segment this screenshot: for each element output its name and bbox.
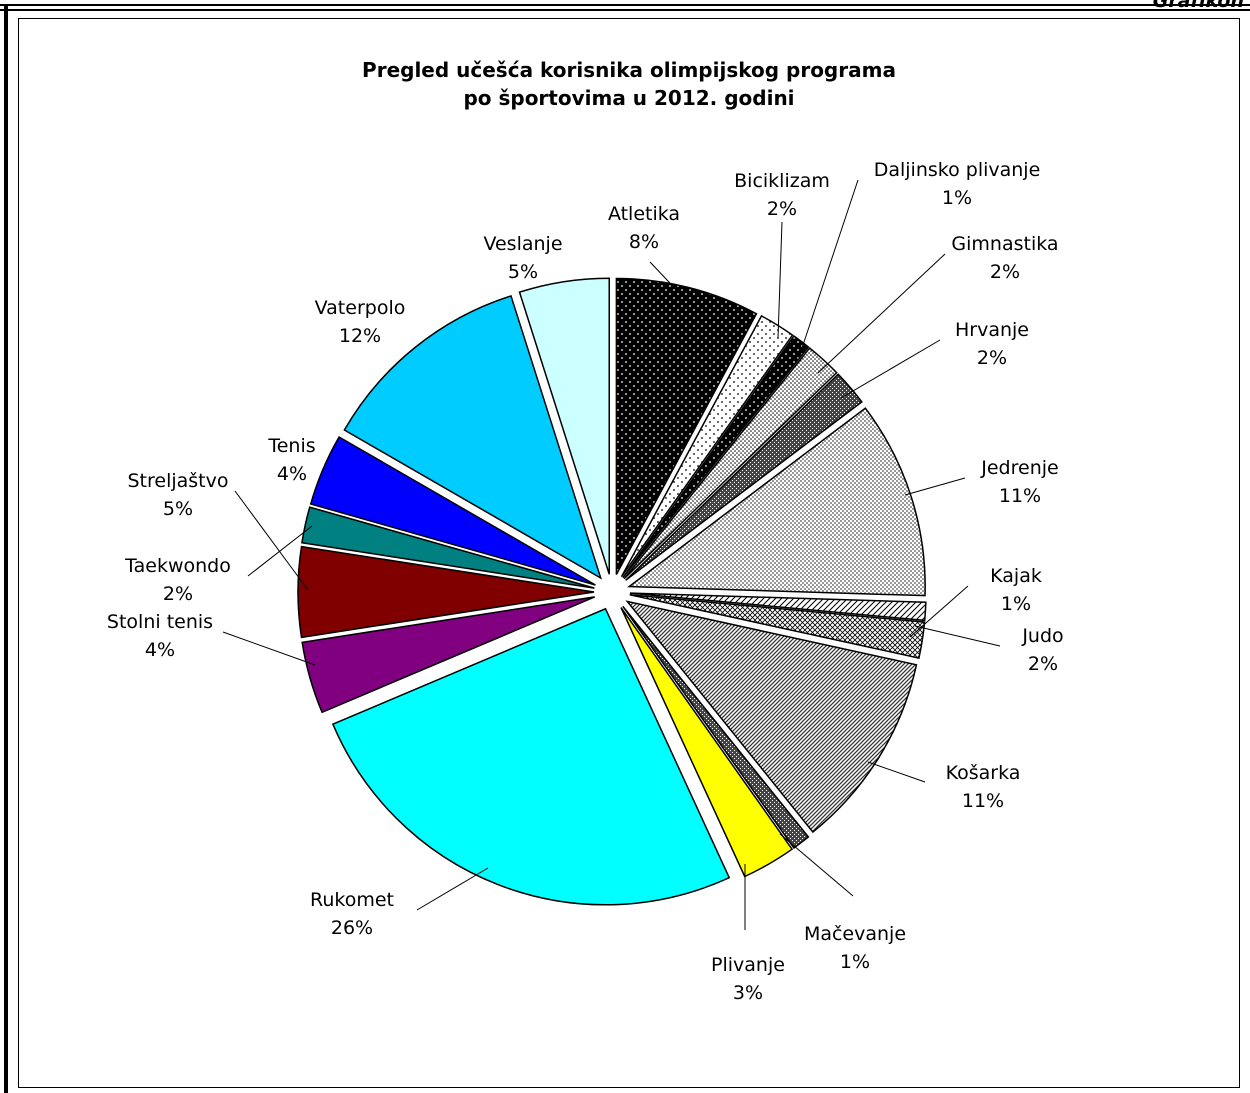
pie-slices xyxy=(297,277,927,906)
slice-label-value: 1% xyxy=(840,951,870,973)
pie-slice-taekwondo xyxy=(301,506,595,589)
slice-label-value: 2% xyxy=(163,583,193,605)
top-border-rule xyxy=(0,4,1250,6)
pie-slice-judo xyxy=(629,594,926,659)
slice-label-value: 4% xyxy=(277,463,307,485)
slice-label-name: Gimnastika xyxy=(951,233,1058,255)
leader-line xyxy=(840,339,941,399)
pie-slice-kajak xyxy=(629,592,927,622)
leader-line xyxy=(247,525,313,577)
pie-slice-atletika xyxy=(615,277,758,575)
slice-label-value: 11% xyxy=(999,485,1041,507)
leader-line xyxy=(914,625,1001,647)
leader-line xyxy=(904,477,966,496)
slice-label-name: Judo xyxy=(1021,625,1063,647)
slice-label-name: Tenis xyxy=(267,435,315,457)
chart-title-line-2: po športovima u 2012. godini xyxy=(463,86,795,110)
slice-label-name: Vaterpolo xyxy=(315,297,406,319)
slice-label-name: Taekwondo xyxy=(124,555,231,577)
pie-labels: Atletika 8% Biciklizam 2% Daljinsko plivanje… xyxy=(107,159,1064,1004)
slice-label-value: 8% xyxy=(629,231,659,253)
pie-slice-tenis xyxy=(309,435,596,586)
pie-slice-gimnastika xyxy=(623,347,838,580)
slice-label-name: Košarka xyxy=(946,762,1021,784)
slice-label-name: Hrvanje xyxy=(955,319,1029,341)
slice-label-value: 5% xyxy=(163,498,193,520)
leader-line xyxy=(777,221,783,339)
slice-label-name: Veslanje xyxy=(483,233,562,255)
leader-line xyxy=(867,761,926,783)
slice-label-value: 4% xyxy=(145,639,175,661)
slice-label-name: Atletika xyxy=(608,203,680,225)
slice-label-name: Rukomet xyxy=(310,889,394,911)
slice-label-name: Biciklizam xyxy=(734,170,830,192)
pie-slice-vaterpolo xyxy=(343,294,603,580)
pie-slice-hrvanje xyxy=(625,373,863,581)
pie-slice-veslanje xyxy=(518,277,610,575)
slice-label-name: Streljaštvo xyxy=(127,470,228,492)
slice-label-value: 1% xyxy=(1001,593,1031,615)
leader-line xyxy=(222,631,316,666)
slice-label-value: 1% xyxy=(942,187,972,209)
slice-label-value: 5% xyxy=(508,261,538,283)
leader-line xyxy=(779,833,854,897)
leader-line xyxy=(234,490,309,591)
slice-label-value: 26% xyxy=(331,917,373,939)
chart-title-line-1: Pregled učešća korisnika olimpijskog pro… xyxy=(362,58,896,82)
leader-line xyxy=(817,253,946,374)
chart-frame xyxy=(18,18,1240,1088)
slice-label-value: 2% xyxy=(977,347,1007,369)
top-border-rule-inner xyxy=(0,9,1250,11)
pie-leader-lines xyxy=(222,179,1001,930)
slice-label-name: Mačevanje xyxy=(804,923,906,945)
slice-label-name: Plivanje xyxy=(711,954,785,976)
slice-label-value: 3% xyxy=(733,982,763,1004)
slice-label-name: Jedrenje xyxy=(980,457,1058,479)
leader-line xyxy=(649,261,687,301)
pie-slice-jedrenje xyxy=(627,407,926,597)
pie-slice-rukomet xyxy=(331,607,731,906)
pie-slice-biciklizam xyxy=(620,314,794,578)
chart-title: Pregled učešća korisnika olimpijskog pro… xyxy=(18,56,1240,112)
pie-slice-košarka xyxy=(625,600,918,834)
slice-label-name: Stolni tenis xyxy=(107,611,213,633)
slice-label-name: Daljinsko plivanje xyxy=(874,159,1041,181)
pie-slice-daljinsko-plivanje xyxy=(622,334,810,579)
slice-label-value: 2% xyxy=(1028,653,1058,675)
left-border-rule xyxy=(4,4,8,1093)
slice-label-value: 2% xyxy=(990,261,1020,283)
pie-slice-stolni-tenis xyxy=(301,596,595,714)
pie-slice-streljaštvo xyxy=(297,545,595,639)
leader-line xyxy=(799,179,859,355)
slice-label-value: 2% xyxy=(767,198,797,220)
slice-label-value: 12% xyxy=(339,325,381,347)
leader-line xyxy=(909,585,969,638)
leader-line xyxy=(416,867,489,911)
pie-slice-mačevanje xyxy=(622,605,810,850)
slice-label-value: 11% xyxy=(962,790,1004,812)
slice-label-name: Kajak xyxy=(990,565,1042,587)
